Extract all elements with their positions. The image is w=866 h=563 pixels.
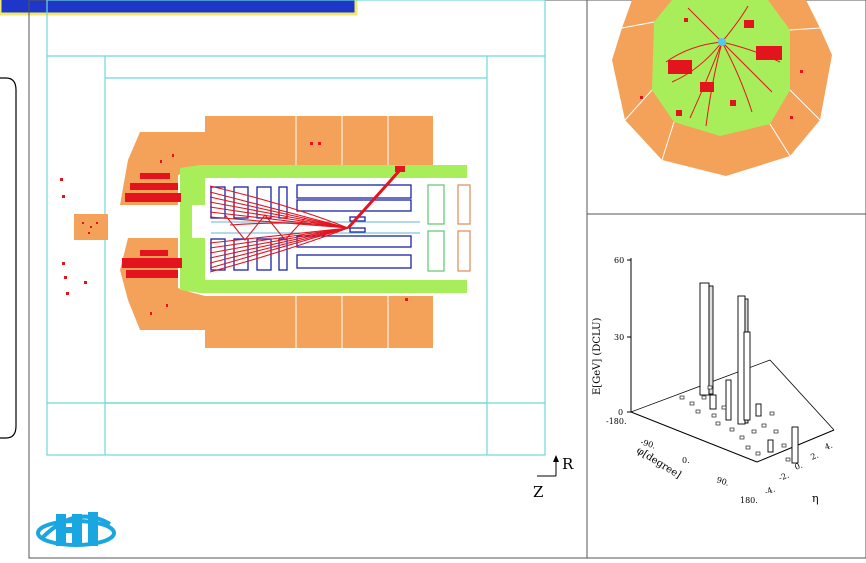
lego-z-label: E[GeV] (DCLU)	[592, 317, 603, 395]
backward-chambers	[427, 184, 471, 272]
lego-eta-tick-3: 0.	[793, 461, 803, 472]
lego-eta-label: η	[812, 492, 819, 505]
lego-eta-tick-5: 4.	[823, 441, 833, 452]
lego-phi-tick-3: 0.	[682, 456, 690, 465]
side-panel	[0, 77, 17, 439]
side-view-detector	[60, 116, 471, 348]
axis-label-z: Z	[533, 483, 543, 501]
tracking-chambers	[210, 184, 412, 271]
lego-phi-tick-4: 90.	[715, 475, 730, 487]
lego-phi-label: φ[degree]	[634, 445, 682, 481]
small-deposits	[679, 385, 791, 462]
energy-deposits	[60, 142, 408, 315]
particle-tracks	[209, 168, 402, 273]
main-panel-frame	[28, 0, 866, 559]
side-view-frame	[46, 0, 546, 456]
calorimeter-outer-top	[120, 116, 433, 205]
lego-plot: E[GeV] (DCLU) 60 30 0 -180. -90. 0. 90. …	[592, 256, 835, 505]
lego-z-tick-30: 30	[614, 333, 624, 342]
lego-z-tick-0: 0	[618, 408, 623, 417]
lego-phi-tick-1: -180.	[606, 417, 627, 426]
lego-eta-tick-2: -2.	[777, 471, 790, 483]
axis-indicator: R Z	[533, 455, 574, 501]
lego-phi-tick-5: 180.	[740, 496, 758, 505]
lego-z-tick-60: 60	[614, 256, 624, 265]
lego-eta-tick-1: -4.	[763, 485, 776, 497]
end-view-inner	[652, 0, 790, 136]
lego-eta-tick-4: 2.	[809, 451, 819, 462]
energy-towers	[699, 282, 799, 464]
axis-label-r: R	[562, 455, 574, 473]
calorimeter-inner-bottom	[180, 238, 467, 293]
title-banner	[0, 0, 358, 16]
calorimeter-outer-bottom	[120, 238, 433, 348]
end-view	[612, 0, 832, 176]
h1-logo	[36, 512, 116, 547]
